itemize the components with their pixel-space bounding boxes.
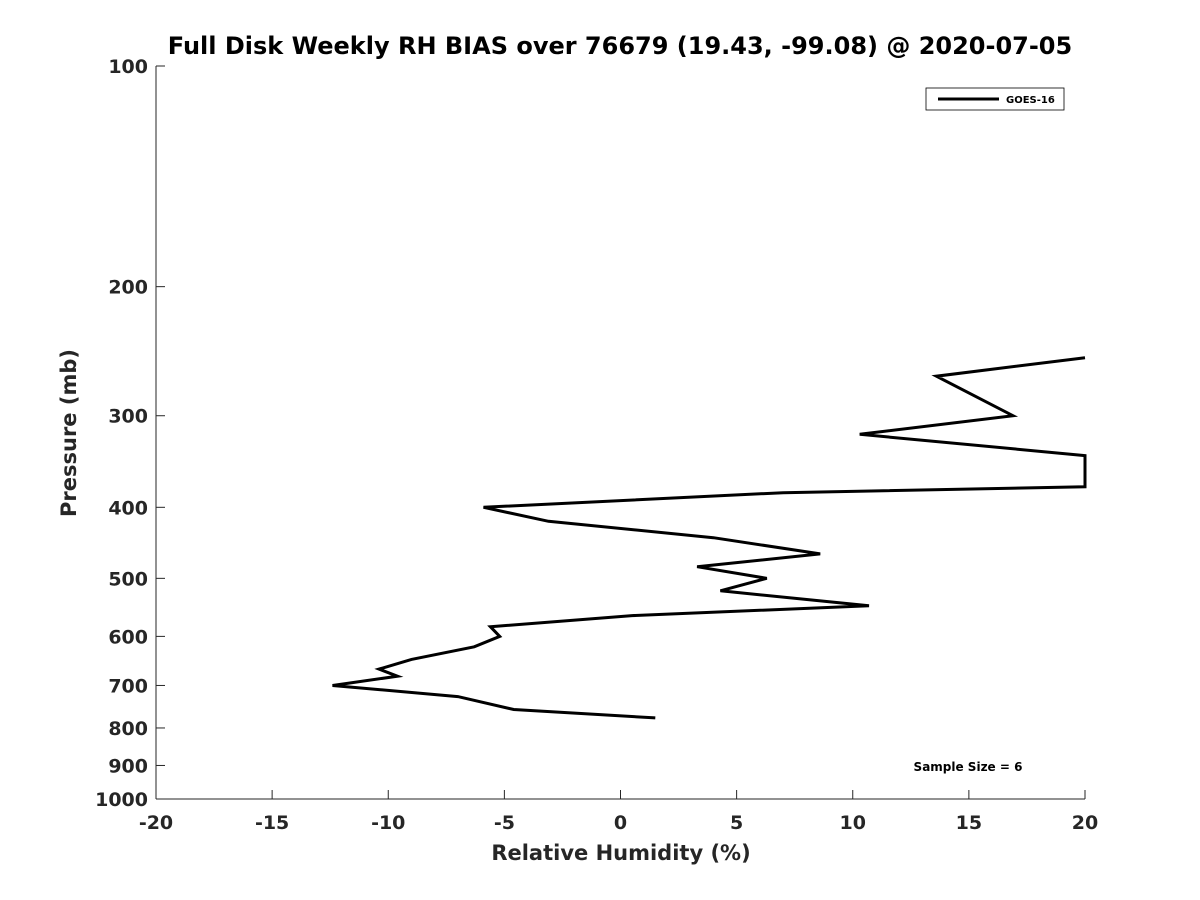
x-tick-label: -20 (139, 812, 173, 834)
y-tick-label: 300 (108, 406, 148, 428)
y-axis-label: Pressure (mb) (57, 349, 81, 517)
x-ticks: -20 -15 -10 -5 0 5 10 15 20 (139, 790, 1098, 834)
plot-area (332, 356, 1087, 720)
y-tick-label: 500 (108, 568, 148, 590)
x-tick-label: 10 (840, 812, 866, 834)
x-tick-label: 5 (730, 812, 743, 834)
y-tick-label: 200 (108, 277, 148, 299)
y-tick-label: 700 (108, 675, 148, 697)
x-axis-label: Relative Humidity (%) (491, 841, 750, 865)
y-tick-label: 100 (108, 56, 148, 78)
x-tick-label: 20 (1072, 812, 1098, 834)
y-tick-label: 1000 (95, 789, 148, 811)
x-tick-label: -15 (255, 812, 289, 834)
chart-title: Full Disk Weekly RH BIAS over 76679 (19.… (168, 32, 1072, 60)
y-tick-label: 900 (108, 755, 148, 777)
legend: GOES-16 (925, 87, 1065, 111)
x-tick-label: -5 (494, 812, 515, 834)
series-line-goes-16 (332, 356, 1087, 720)
y-ticks: 100 200 300 400 500 600 700 800 900 1000 (95, 56, 165, 811)
x-tick-label: -10 (371, 812, 405, 834)
legend-label-goes-16: GOES-16 (1006, 95, 1055, 106)
y-tick-label: 800 (108, 718, 148, 740)
y-tick-label: 400 (108, 497, 148, 519)
y-tick-label: 600 (108, 626, 148, 648)
x-tick-label: 0 (614, 812, 627, 834)
x-tick-label: 15 (956, 812, 982, 834)
sample-size-annotation: Sample Size = 6 (914, 760, 1023, 774)
